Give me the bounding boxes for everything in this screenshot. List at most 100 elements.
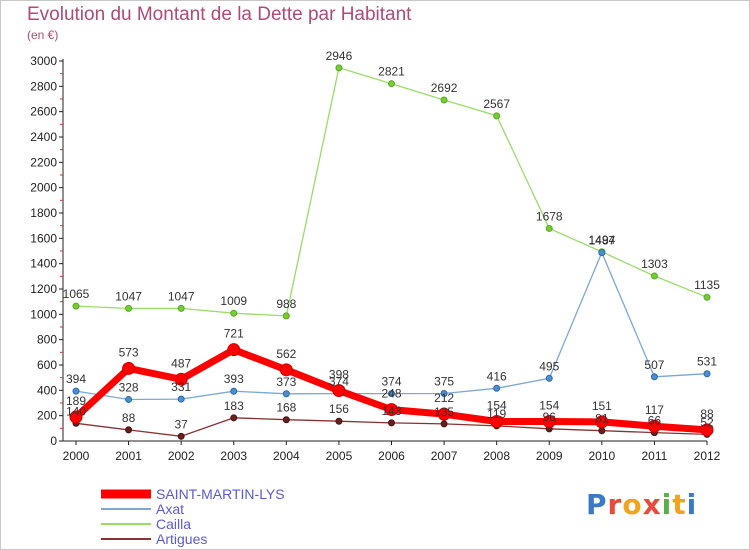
- logo-letter: o: [622, 488, 643, 521]
- data-label: 2692: [431, 81, 458, 95]
- data-label: 143: [381, 404, 401, 418]
- logo-letter: i: [661, 488, 673, 521]
- data-point: [332, 384, 346, 398]
- data-point: [125, 304, 133, 312]
- data-point: [440, 390, 448, 397]
- logo-letter: i: [686, 488, 698, 521]
- x-tick-label: 2010: [588, 449, 615, 463]
- data-point: [72, 302, 80, 310]
- data-label: 507: [644, 358, 664, 372]
- data-point: [598, 427, 606, 435]
- y-tick-label: 1200: [30, 282, 57, 296]
- data-label: 373: [276, 375, 296, 389]
- logo-letter: r: [607, 488, 623, 521]
- x-tick-label: 2001: [115, 449, 142, 463]
- data-point: [72, 387, 80, 395]
- y-tick-label: 3000: [30, 54, 57, 68]
- data-point: [545, 374, 553, 382]
- data-label: 1494: [588, 233, 615, 247]
- data-label: 117: [645, 403, 664, 417]
- data-point: [230, 414, 238, 422]
- data-label: 1487: [588, 234, 615, 248]
- data-label: 37: [174, 417, 188, 431]
- data-point: [177, 304, 185, 312]
- data-label: 331: [171, 380, 191, 394]
- legend-label: SAINT-MARTIN-LYS: [156, 486, 285, 502]
- data-label: 398: [329, 368, 349, 382]
- data-point: [125, 426, 133, 434]
- data-label: 1303: [641, 257, 668, 271]
- y-tick-label: 1000: [30, 307, 57, 321]
- logo-letter: P: [586, 488, 608, 521]
- data-point: [650, 373, 658, 381]
- x-tick-label: 2006: [378, 449, 405, 463]
- data-point: [545, 224, 553, 232]
- data-point: [493, 112, 501, 120]
- legend-label: Artigues: [156, 531, 207, 547]
- data-label: 183: [224, 399, 244, 413]
- data-label: 140: [66, 404, 86, 418]
- data-label: 1678: [536, 209, 563, 223]
- data-point: [385, 403, 398, 417]
- data-point: [440, 96, 448, 104]
- data-point: [230, 387, 238, 395]
- data-label: 2946: [326, 49, 353, 63]
- data-label: 248: [381, 387, 401, 401]
- data-label: 2567: [483, 97, 510, 111]
- y-tick-label: 1600: [30, 231, 57, 245]
- y-tick-label: 2600: [30, 105, 57, 119]
- x-tick-label: 2008: [483, 449, 510, 463]
- data-point: [122, 361, 136, 375]
- data-label: 189: [66, 394, 86, 408]
- y-tick-label: 2800: [30, 79, 57, 93]
- data-point: [125, 395, 133, 403]
- data-label: 1135: [694, 278, 720, 292]
- data-label: 135: [434, 405, 454, 419]
- y-tick-label: 0: [50, 434, 57, 448]
- data-point: [335, 64, 343, 72]
- logo-letter: x: [642, 488, 662, 521]
- data-label: 119: [487, 407, 506, 421]
- data-label: 81: [595, 412, 609, 426]
- data-label: 151: [592, 399, 612, 413]
- data-label: 88: [700, 407, 714, 421]
- y-tick-label: 200: [37, 409, 57, 423]
- x-tick-label: 2011: [642, 449, 668, 463]
- y-tick-label: 600: [37, 358, 57, 372]
- data-label: 2821: [378, 65, 405, 79]
- data-label: 154: [539, 398, 559, 412]
- data-label: 374: [381, 375, 401, 389]
- data-point: [700, 423, 714, 437]
- data-label: 562: [276, 347, 296, 361]
- data-label: 154: [487, 398, 507, 412]
- data-point: [177, 395, 185, 403]
- data-point: [282, 312, 290, 320]
- x-tick-label: 2012: [694, 449, 721, 463]
- data-point: [703, 370, 711, 378]
- data-label: 531: [697, 355, 717, 369]
- legend-label: Cailla: [156, 516, 191, 532]
- data-point: [174, 372, 188, 386]
- data-point: [440, 420, 448, 428]
- data-point: [282, 416, 290, 424]
- data-label: 1065: [63, 287, 90, 301]
- data-label: 212: [434, 391, 454, 405]
- x-tick-label: 2009: [536, 449, 563, 463]
- y-tick-label: 2000: [30, 181, 57, 195]
- data-label: 721: [224, 327, 244, 341]
- y-tick-label: 400: [37, 383, 57, 397]
- data-label: 375: [434, 375, 454, 389]
- data-label: 88: [122, 411, 136, 425]
- x-tick-label: 2005: [326, 449, 353, 463]
- chart-subtitle: (en €): [27, 28, 59, 42]
- series-points: [69, 64, 714, 440]
- data-label: 168: [276, 401, 296, 415]
- data-label: 374: [329, 375, 349, 389]
- data-point: [230, 309, 238, 317]
- y-tick-label: 2200: [30, 155, 57, 169]
- data-point: [177, 432, 185, 440]
- data-point: [650, 272, 658, 280]
- chart-title: Evolution du Montant de la Dette par Hab…: [27, 4, 412, 25]
- y-tick-label: 1400: [30, 257, 57, 271]
